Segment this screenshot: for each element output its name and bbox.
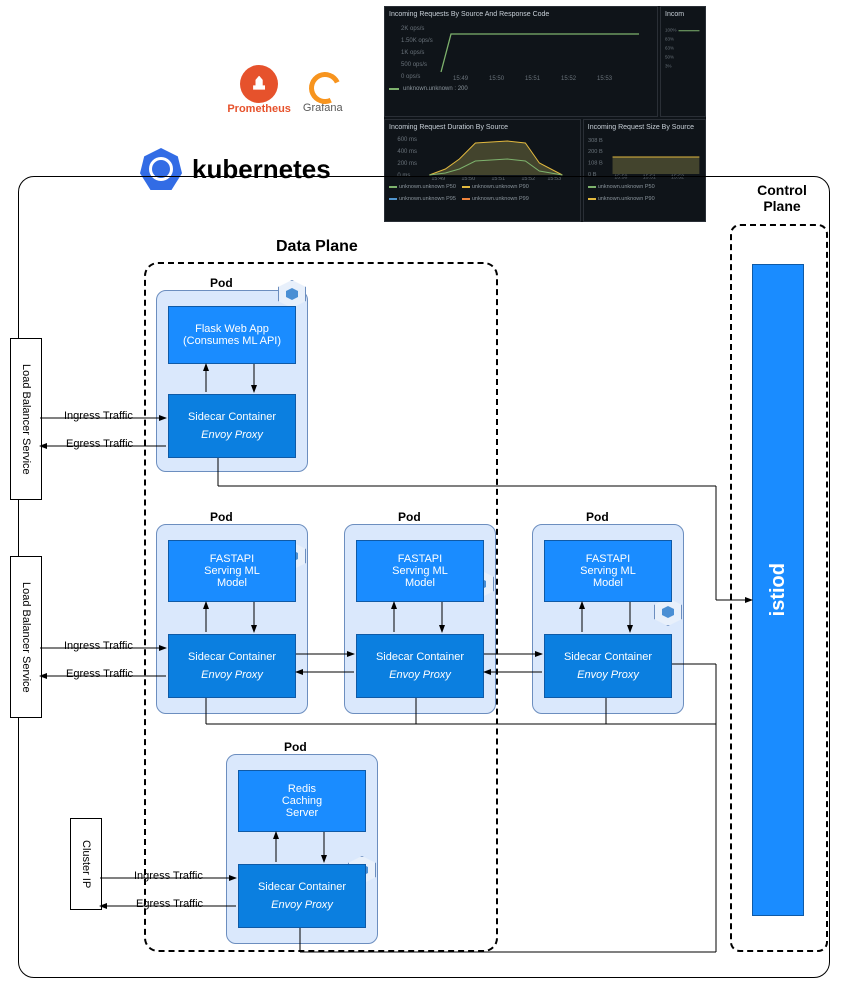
monitoring-logos: Prometheus Grafana <box>200 54 370 126</box>
panel-title: Incoming Request Size By Source <box>588 124 701 131</box>
load-balancer-2: Load Balancer Service <box>10 556 42 718</box>
dashboard-panel-incoming-right: Incom 100% 83% 63% 50% 3% <box>660 6 706 117</box>
redis: Redis Caching Server <box>238 770 366 832</box>
egress1: Egress Traffic <box>66 438 133 450</box>
podB-label: Pod <box>398 510 421 524</box>
control-plane-label: Control Plane <box>744 182 820 214</box>
svg-text:2K ops/s: 2K ops/s <box>401 26 424 32</box>
istiod: istiod <box>752 264 804 916</box>
svg-text:15:51: 15:51 <box>525 76 541 82</box>
grafana-icon <box>305 66 341 102</box>
sidecar-redis: Sidecar Container Envoy Proxy <box>238 864 366 928</box>
podC-label: Pod <box>586 510 609 524</box>
svg-text:200 B: 200 B <box>588 150 603 156</box>
panel-title: Incoming Requests By Source And Response… <box>389 11 653 18</box>
sidecar-label: Sidecar Container <box>188 411 276 423</box>
prometheus-label: Prometheus <box>227 103 291 115</box>
svg-text:15:49: 15:49 <box>453 76 469 82</box>
fastapi-a: FASTAPI Serving ML Model <box>168 540 296 602</box>
svg-text:200 ms: 200 ms <box>397 161 417 167</box>
sidecar-b: Sidecar Container Envoy Proxy <box>356 634 484 698</box>
dashboard-panel-requests: Incoming Requests By Source And Response… <box>384 6 658 117</box>
egress2: Egress Traffic <box>66 668 133 680</box>
sidecar-c: Sidecar Container Envoy Proxy <box>544 634 672 698</box>
flask-app: Flask Web App (Consumes ML API) <box>168 306 296 364</box>
envoy-label: Envoy Proxy <box>201 429 263 441</box>
svg-text:1.50K ops/s: 1.50K ops/s <box>401 38 433 44</box>
svg-text:50%: 50% <box>665 54 674 59</box>
fastapi-b: FASTAPI Serving ML Model <box>356 540 484 602</box>
svg-text:500 ops/s: 500 ops/s <box>401 62 427 68</box>
panel-title: Incoming Request Duration By Source <box>389 124 576 131</box>
sidecar-a: Sidecar Container Envoy Proxy <box>168 634 296 698</box>
data-plane-label: Data Plane <box>276 238 358 256</box>
svg-text:308 B: 308 B <box>588 138 603 144</box>
pod1-label: Pod <box>210 276 233 290</box>
svg-text:15:50: 15:50 <box>489 76 505 82</box>
egress3: Egress Traffic <box>136 898 203 910</box>
svg-text:600 ms: 600 ms <box>397 137 417 143</box>
svg-text:1K ops/s: 1K ops/s <box>401 50 424 56</box>
podR-label: Pod <box>284 740 307 754</box>
ingress3: Ingress Traffic <box>134 870 203 882</box>
istiod-label: istiod <box>767 563 790 616</box>
cluster-ip: Cluster IP <box>70 818 102 910</box>
svg-text:83%: 83% <box>665 37 674 42</box>
svg-text:0 ops/s: 0 ops/s <box>401 74 420 80</box>
svg-text:15:52: 15:52 <box>561 76 577 82</box>
legend: unknown.unknown : 200 <box>403 86 468 92</box>
load-balancer-1: Load Balancer Service <box>10 338 42 500</box>
svg-text:100%: 100% <box>665 28 676 33</box>
lb1-label: Load Balancer Service <box>20 364 32 475</box>
sidecar-flask: Sidecar Container Envoy Proxy <box>168 394 296 458</box>
svg-text:3%: 3% <box>665 63 671 68</box>
fastapi-c: FASTAPI Serving ML Model <box>544 540 672 602</box>
prometheus-icon <box>240 65 278 103</box>
svg-text:108 B: 108 B <box>588 161 603 167</box>
podA-label: Pod <box>210 510 233 524</box>
ingress1: Ingress Traffic <box>64 410 133 422</box>
panel-title: Incom <box>665 11 701 18</box>
svg-text:400 ms: 400 ms <box>397 149 417 155</box>
ingress2: Ingress Traffic <box>64 640 133 652</box>
svg-text:63%: 63% <box>665 45 674 50</box>
svg-text:15:53: 15:53 <box>597 76 613 82</box>
